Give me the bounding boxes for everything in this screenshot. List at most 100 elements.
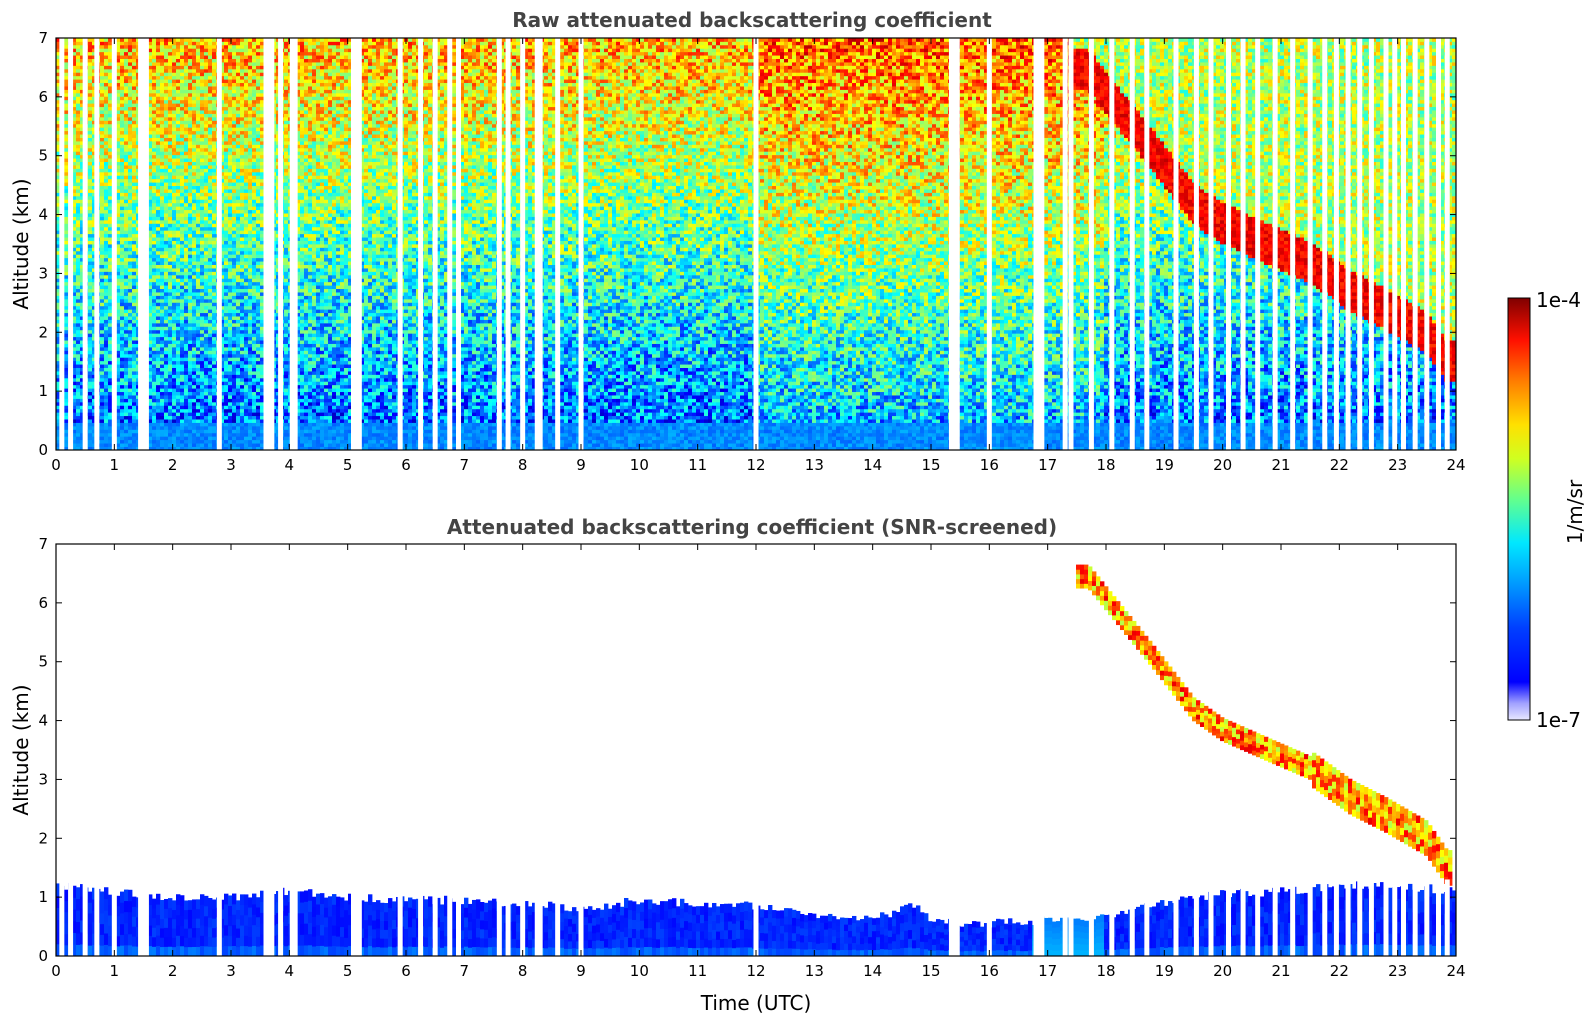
heat-cell: [64, 364, 68, 368]
heat-cell: [88, 72, 92, 76]
heat-cell: [64, 144, 68, 148]
heat-cell: [88, 364, 92, 368]
heat-cell: [76, 316, 80, 320]
heat-cell: [88, 271, 92, 275]
heat-cell: [64, 79, 68, 83]
heat-cell: [76, 179, 80, 183]
heat-cell: [100, 59, 104, 63]
heat-cell: [88, 96, 92, 100]
heat-cell: [100, 45, 104, 49]
heat-cell: [76, 165, 80, 169]
heat-cell: [100, 55, 104, 59]
heat-cell: [104, 426, 108, 430]
heat-cell: [76, 402, 80, 406]
heat-cell: [104, 158, 108, 162]
heat-cell: [104, 76, 108, 80]
heat-cell: [100, 48, 104, 52]
heat-cell: [64, 127, 68, 131]
heat-cell: [100, 313, 104, 317]
heat-cell: [76, 409, 80, 413]
heat-cell: [64, 196, 68, 200]
heat-cell: [88, 361, 92, 365]
heat-cell: [88, 247, 92, 251]
heat-cell: [64, 285, 68, 289]
heat-cell: [64, 237, 68, 241]
heat-cell: [100, 148, 104, 152]
heat-cell: [88, 409, 92, 413]
heat-cell: [76, 429, 80, 433]
heat-cell: [100, 340, 104, 344]
heat-cell: [104, 289, 108, 293]
heat-cell: [76, 395, 80, 399]
heat-cell: [100, 285, 104, 289]
heat-cell: [76, 381, 80, 385]
heat-cell: [64, 292, 68, 296]
heat-cell: [100, 374, 104, 378]
heat-cell: [76, 247, 80, 251]
heat-cell: [76, 59, 80, 63]
heat-cell: [104, 93, 108, 97]
heat-cell: [100, 103, 104, 107]
heat-cell: [76, 48, 80, 52]
heat-cell: [104, 217, 108, 221]
heat-cell: [88, 378, 92, 382]
heat-cell: [88, 326, 92, 330]
heat-cell: [76, 182, 80, 186]
heat-cell: [100, 162, 104, 166]
heat-cell: [88, 186, 92, 190]
heat-cell: [88, 127, 92, 131]
heat-cell: [100, 416, 104, 420]
heat-cell: [64, 357, 68, 361]
heat-cell: [88, 302, 92, 306]
heat-cell: [64, 282, 68, 286]
heat-cell: [100, 440, 104, 444]
heat-cell: [100, 62, 104, 66]
heat-cell: [76, 131, 80, 135]
heat-cell: [88, 333, 92, 337]
heat-cell: [76, 278, 80, 282]
heat-cell: [104, 258, 108, 262]
heat-cell: [104, 196, 108, 200]
heat-cell: [64, 141, 68, 145]
heat-cell: [88, 117, 92, 121]
heat-cell: [76, 134, 80, 138]
heat-cell: [104, 268, 108, 272]
heat-cell: [100, 289, 104, 293]
heat-cell: [76, 199, 80, 203]
heat-cell: [88, 199, 92, 203]
heat-cell: [104, 247, 108, 251]
heat-cell: [104, 186, 108, 190]
heat-cell: [88, 241, 92, 245]
heat-cell: [104, 151, 108, 155]
heat-cell: [76, 302, 80, 306]
heat-cell: [64, 234, 68, 238]
heat-cell: [88, 296, 92, 300]
heat-cell: [100, 76, 104, 80]
heat-cell: [64, 213, 68, 217]
heat-cell: [88, 395, 92, 399]
heat-cell: [76, 296, 80, 300]
heat-cell: [88, 59, 92, 63]
heat-cell: [88, 429, 92, 433]
heat-cell: [100, 96, 104, 100]
heat-cell: [100, 392, 104, 396]
heat-cell: [64, 93, 68, 97]
heat-cell: [88, 213, 92, 217]
heat-cell: [104, 285, 108, 289]
heat-cell: [76, 416, 80, 420]
heat-cell: [104, 265, 108, 269]
heat-cell: [100, 296, 104, 300]
heat-cell: [64, 275, 68, 279]
heat-cell: [100, 268, 104, 272]
heat-cell: [104, 90, 108, 94]
heat-cell: [64, 72, 68, 76]
heat-cell: [104, 96, 108, 100]
heat-cell: [76, 440, 80, 444]
heat-cell: [100, 378, 104, 382]
heat-cell: [104, 220, 108, 224]
heat-cell: [76, 196, 80, 200]
heat-cell: [88, 357, 92, 361]
heat-cell: [76, 83, 80, 87]
heat-cell: [104, 374, 108, 378]
heat-cell: [88, 323, 92, 327]
